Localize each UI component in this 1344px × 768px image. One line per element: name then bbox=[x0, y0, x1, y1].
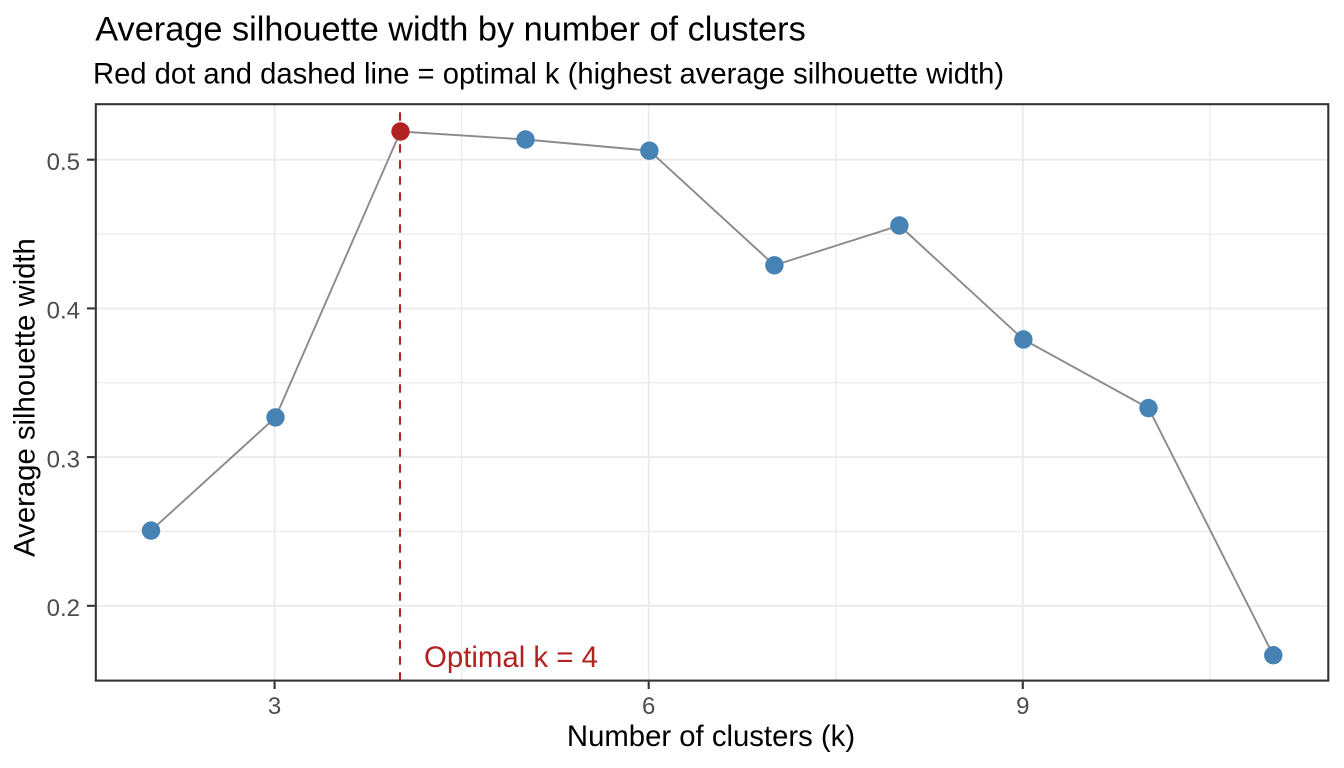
svg-text:Number of clusters (k): Number of clusters (k) bbox=[567, 720, 855, 753]
svg-text:Red dot and dashed line = opti: Red dot and dashed line = optimal k (hig… bbox=[93, 59, 1004, 91]
svg-text:Average silhouette width: Average silhouette width bbox=[9, 238, 42, 557]
svg-text:9: 9 bbox=[1016, 693, 1029, 720]
svg-text:0.2: 0.2 bbox=[47, 595, 80, 622]
svg-text:0.3: 0.3 bbox=[47, 446, 80, 473]
svg-text:Average silhouette width by nu: Average silhouette width by number of cl… bbox=[95, 11, 805, 49]
svg-text:6: 6 bbox=[642, 693, 655, 720]
svg-text:0.4: 0.4 bbox=[47, 298, 80, 325]
svg-text:0.5: 0.5 bbox=[47, 149, 80, 176]
svg-text:3: 3 bbox=[268, 693, 281, 720]
svg-text:Optimal k = 4: Optimal k = 4 bbox=[424, 641, 598, 674]
